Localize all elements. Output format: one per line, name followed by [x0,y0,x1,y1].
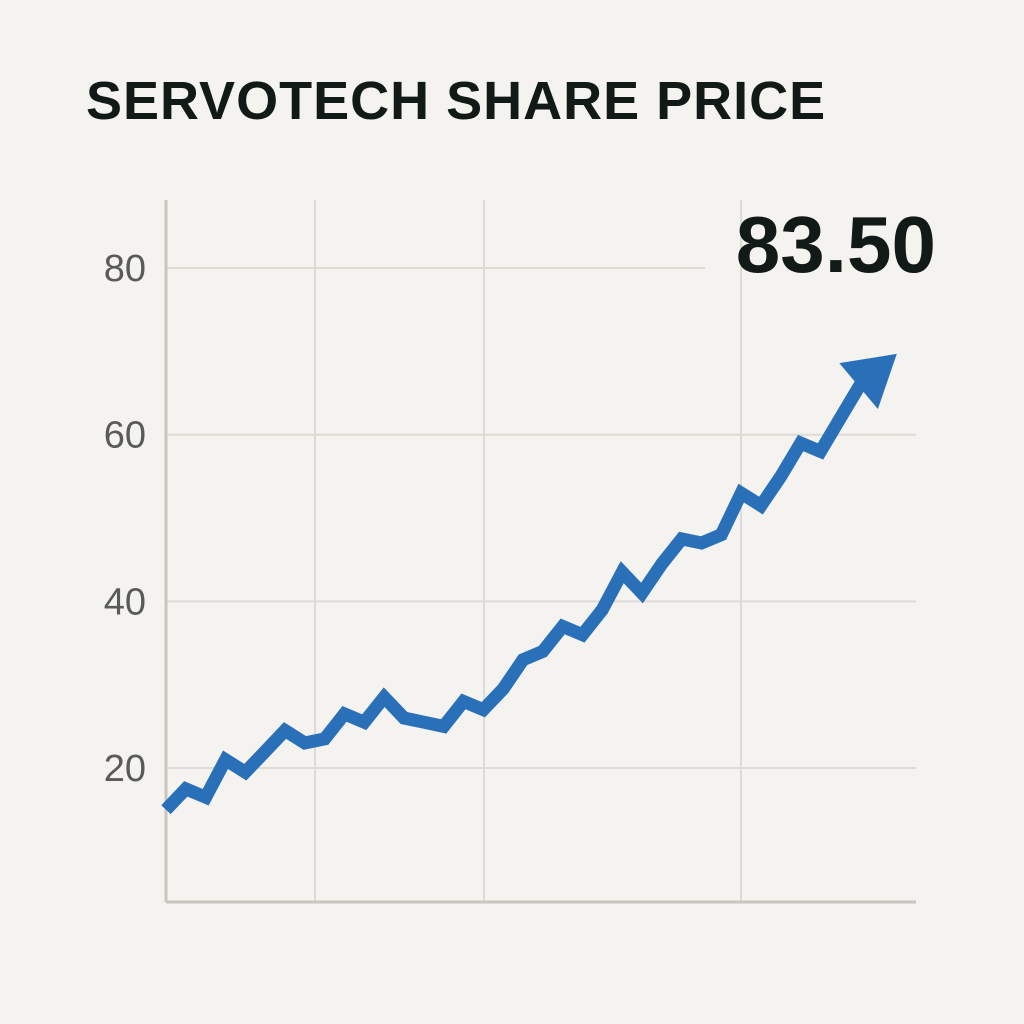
y-tick-label: 80 [104,248,146,290]
chart-title: SERVOTECH SHARE PRICE [86,71,827,131]
y-tick-label: 40 [104,581,146,623]
current-price-label: 83.50 [736,200,936,289]
arrowhead-icon [839,353,897,409]
y-tick-label: 20 [104,748,146,790]
y-tick-label: 60 [104,415,146,457]
price-series-line [161,363,885,815]
